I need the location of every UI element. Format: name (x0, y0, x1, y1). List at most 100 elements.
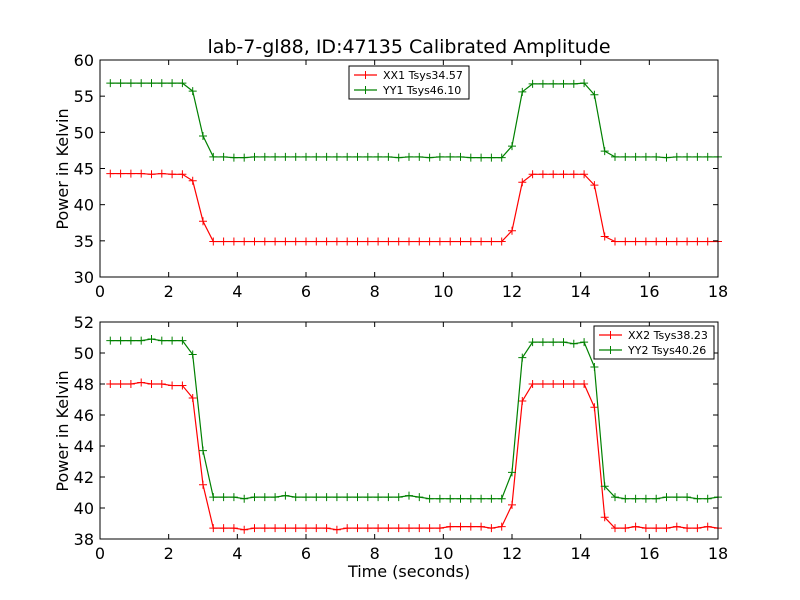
data-point (147, 170, 156, 179)
data-point (497, 494, 506, 503)
data-point (703, 152, 712, 161)
y-tick-label: 48 (74, 375, 94, 394)
data-point (126, 336, 135, 345)
data-point (466, 153, 475, 162)
data-point (209, 152, 218, 161)
data-point (291, 524, 300, 533)
data-point (363, 524, 372, 533)
data-point (250, 237, 259, 246)
data-point (260, 152, 269, 161)
data-point (559, 79, 568, 88)
x-tick-label: 8 (370, 544, 380, 563)
data-point (240, 237, 249, 246)
data-point (157, 336, 166, 345)
x-tick-label: 8 (370, 282, 380, 301)
data-point (518, 87, 527, 96)
data-point (611, 493, 619, 502)
legend-label: XX2 Tsys38.23 (628, 329, 708, 342)
data-point (374, 493, 383, 502)
data-point (703, 494, 712, 503)
data-point (219, 152, 228, 161)
data-point (487, 153, 496, 162)
data-point (147, 79, 156, 88)
data-point (456, 522, 465, 531)
data-point (487, 524, 496, 533)
data-point (157, 169, 166, 178)
x-axis-label: Time (seconds) (347, 562, 470, 581)
data-point (497, 237, 506, 246)
x-tick-label: 12 (502, 544, 522, 563)
data-point (271, 152, 280, 161)
x-tick-label: 6 (301, 282, 311, 301)
data-point (683, 524, 692, 533)
chart-title: lab-7-gl88, ID:47135 Calibrated Amplitud… (207, 36, 610, 58)
data-point (683, 493, 692, 502)
data-point (641, 237, 650, 246)
data-point (590, 362, 599, 371)
data-point (415, 493, 424, 502)
legend-marker (361, 71, 370, 79)
data-point (693, 152, 702, 161)
legend-label: XX1 Tsys34.57 (383, 69, 463, 82)
data-point (528, 170, 537, 179)
data-point (600, 232, 609, 241)
data-point (332, 152, 341, 161)
data-point (549, 170, 558, 179)
x-tick-label: 18 (708, 544, 728, 563)
data-point (332, 493, 341, 502)
data-point (302, 524, 310, 533)
data-point (322, 493, 331, 502)
data-point (343, 237, 352, 246)
data-point (250, 493, 259, 502)
data-point (229, 493, 238, 502)
data-point (394, 524, 403, 533)
data-point (312, 152, 321, 161)
data-point (580, 380, 589, 388)
data-point (693, 524, 702, 533)
data-point (374, 524, 383, 533)
data-point (693, 494, 702, 503)
data-point (652, 237, 661, 246)
data-point (405, 237, 413, 246)
data-point (559, 380, 568, 388)
data-point (229, 524, 238, 533)
data-point (425, 494, 434, 503)
y-tick-label: 38 (74, 530, 94, 549)
data-point (497, 153, 506, 162)
data-point (229, 237, 238, 246)
data-point (405, 152, 413, 161)
data-point (291, 493, 300, 502)
data-point (384, 493, 393, 502)
data-point (353, 493, 362, 502)
data-point (549, 79, 558, 88)
data-point (106, 380, 115, 388)
data-point (549, 338, 558, 347)
data-point (126, 380, 135, 388)
data-point (580, 338, 589, 347)
data-point (343, 493, 352, 502)
x-tick-label: 4 (232, 544, 242, 563)
data-point (672, 237, 681, 246)
data-point (611, 524, 619, 533)
x-tick-label: 2 (164, 544, 174, 563)
data-point (260, 493, 269, 502)
y-tick-label: 42 (74, 468, 94, 487)
x-tick-label: 16 (639, 544, 659, 563)
data-point (312, 493, 321, 502)
data-point (322, 524, 331, 533)
data-point (126, 169, 135, 178)
data-point (147, 335, 156, 344)
data-point (662, 153, 671, 162)
data-point (631, 494, 640, 503)
data-point (508, 500, 516, 509)
data-point (322, 152, 331, 161)
data-point (693, 237, 702, 246)
data-point (590, 90, 599, 99)
data-point (487, 494, 496, 503)
y-tick-label: 45 (74, 160, 94, 179)
data-point (672, 152, 681, 161)
data-point (405, 491, 413, 500)
data-point (590, 181, 599, 190)
data-point (199, 480, 207, 489)
